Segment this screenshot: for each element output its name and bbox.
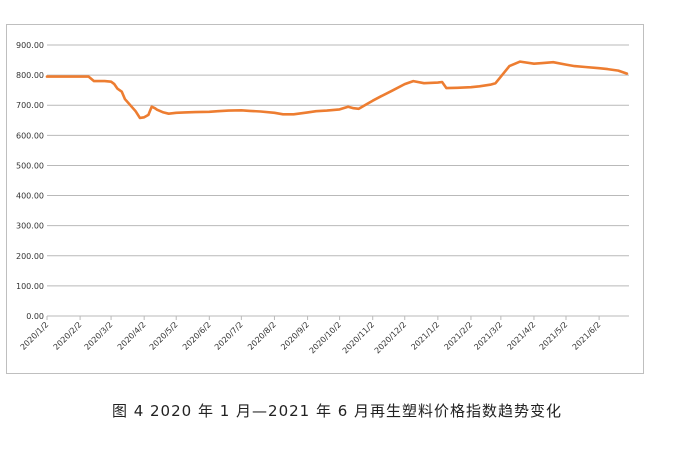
line-chart: 0.00 100.00 200.00 300.00 400.00 500.00 600.00… <box>16 41 629 355</box>
x-tick-label: 2021/5/2 <box>538 320 570 352</box>
x-tick-label: 2020/6/2 <box>181 320 213 352</box>
y-axis-tick-labels: 0.00 100.00 200.00 300.00 400.00 500.00 600.00… <box>16 41 44 321</box>
x-tick-label: 2020/7/2 <box>213 320 245 352</box>
x-tick-label: 2021/1/2 <box>409 320 441 352</box>
x-tick-label: 2020/11/2 <box>341 320 376 355</box>
x-tick-label: 2021/3/2 <box>472 320 504 352</box>
series-layer <box>45 60 629 120</box>
y-tick-label: 400.00 <box>16 192 44 201</box>
x-tick-label: 2021/2/2 <box>443 320 475 352</box>
chart-frame: 0.00 100.00 200.00 300.00 400.00 500.00 600.00… <box>6 24 644 374</box>
y-tick-label: 500.00 <box>16 161 44 170</box>
x-tick-label: 2021/6/2 <box>571 320 603 352</box>
y-tick-label: 300.00 <box>16 222 44 231</box>
y-tick-label: 800.00 <box>16 71 44 80</box>
series-line <box>45 60 629 120</box>
x-tick-label: 2020/3/2 <box>83 320 115 352</box>
y-tick-label: 900.00 <box>16 41 44 50</box>
x-tick-label: 2020/8/2 <box>246 320 278 352</box>
x-axis-tick-labels: 2020/1/2 2020/2/2 2020/3/2 2020/4/2 2020/5/2… <box>19 320 603 355</box>
x-tick-label: 2020/9/2 <box>279 320 311 352</box>
figure-caption: 图 4 2020 年 1 月—2021 年 6 月再生塑料价格指数趋势变化 <box>111 402 563 420</box>
x-tick-label: 2020/4/2 <box>116 320 148 352</box>
y-tick-label: 700.00 <box>16 101 44 110</box>
x-tick-label: 2020/12/2 <box>373 320 408 355</box>
y-tick-label: 100.00 <box>16 282 44 291</box>
y-tick-label: 600.00 <box>16 131 44 140</box>
x-tick-label: 2020/10/2 <box>308 320 343 355</box>
y-tick-label: 200.00 <box>16 252 44 261</box>
x-tick-label: 2020/1/2 <box>19 320 51 352</box>
x-tick-label: 2020/2/2 <box>52 320 84 352</box>
gridlines <box>46 44 629 320</box>
x-tick-label: 2020/5/2 <box>148 320 180 352</box>
y-tick-label: 0.00 <box>26 312 44 321</box>
x-tick-label: 2021/4/2 <box>506 320 538 352</box>
